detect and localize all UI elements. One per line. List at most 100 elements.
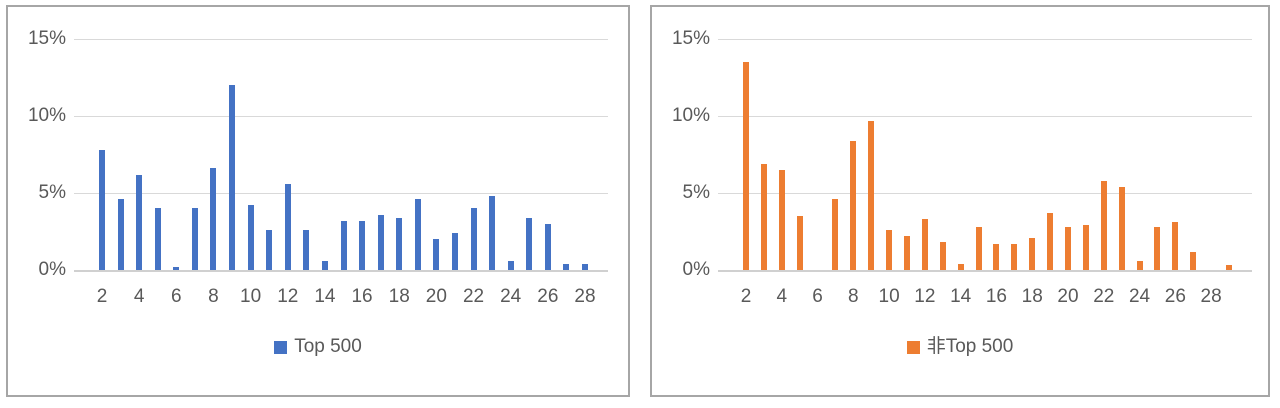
x-axis-tick-label: 4 [133, 286, 145, 307]
bar [1065, 226, 1071, 270]
x-axis-tick-label: 8 [848, 286, 859, 307]
gridline [74, 193, 608, 194]
bar [850, 140, 857, 270]
gridline [718, 39, 1252, 40]
legend-swatch-icon [274, 340, 288, 354]
gridline [718, 193, 1252, 194]
bar [154, 208, 161, 270]
bar [396, 217, 403, 270]
bar [321, 260, 328, 270]
x-axis-tick-label: 26 [537, 286, 559, 307]
gridline [718, 116, 1252, 117]
bar [303, 229, 310, 270]
x-axis-tick-label: 2 [96, 286, 108, 307]
x-axis-tick-label: 8 [208, 286, 219, 307]
legend: 非Top 500 [652, 336, 1268, 358]
chart-panel-top500: 0% 5% 10% 15% 2 4 6 8 10 12 14 16 18 20 22 24 26 28 Top 50… [6, 5, 630, 397]
gridline [74, 39, 608, 40]
bar [1011, 243, 1018, 270]
bar [760, 163, 767, 270]
legend-label: Top 500 [294, 336, 362, 357]
bar [247, 205, 254, 270]
y-axis-tick-label: 15% [671, 28, 710, 49]
bar [266, 229, 273, 270]
x-axis-tick-label: 16 [985, 286, 1008, 307]
bar [377, 214, 384, 270]
y-axis-tick-label: 5% [38, 182, 66, 203]
bar [939, 242, 946, 270]
x-axis-tick-label: 28 [574, 286, 596, 307]
x-axis-tick-label: 26 [1164, 286, 1186, 307]
chart-panel-fei-top500: 0% 5% 10% 15% 2 4 6 8 10 12 14 16 18 20 22 24 26 28 非Top 5… [650, 5, 1270, 397]
x-axis-tick-label: 2 [740, 286, 752, 307]
x-axis-tick-label: 14 [314, 286, 336, 307]
x-axis-tick-label: 20 [1057, 286, 1079, 307]
x-axis-line [718, 270, 1252, 272]
bar [1100, 180, 1107, 270]
bar [526, 217, 533, 270]
bar [1118, 186, 1125, 270]
bar [117, 199, 124, 270]
bar [1172, 222, 1179, 270]
y-axis-tick-label: 10% [27, 105, 66, 126]
legend-label: 非Top 500 [926, 336, 1014, 357]
x-axis-tick-label: 6 [171, 286, 182, 307]
x-axis-tick-label: 10 [878, 286, 900, 307]
bar [743, 62, 749, 270]
bar [1190, 251, 1197, 270]
x-axis-tick-label: 24 [500, 286, 522, 307]
bar [993, 243, 1000, 270]
bar [284, 183, 291, 270]
x-axis-tick-label: 22 [1093, 286, 1115, 307]
x-axis-tick-label: 12 [914, 286, 936, 307]
bar [433, 239, 440, 270]
bar [975, 226, 982, 270]
y-axis-tick-label: 10% [671, 105, 710, 126]
bar [1136, 260, 1143, 270]
bar [191, 208, 198, 270]
bar [796, 216, 803, 270]
gridline [74, 116, 608, 117]
bar [489, 196, 496, 270]
y-axis-tick-label: 5% [682, 182, 710, 203]
x-axis-line [74, 270, 608, 272]
x-axis-tick-label: 24 [1128, 286, 1151, 307]
bar [832, 199, 839, 270]
x-axis-tick-label: 18 [1021, 286, 1043, 307]
x-axis-tick-label: 4 [776, 286, 788, 307]
x-axis-tick-label: 20 [425, 286, 447, 307]
bar [1047, 213, 1054, 270]
x-axis-tick-label: 14 [950, 286, 972, 307]
legend-swatch-icon [906, 340, 920, 354]
bar [1226, 265, 1232, 270]
x-axis-tick-label: 6 [812, 286, 823, 307]
y-axis-tick-label: 0% [682, 259, 710, 280]
bar [582, 263, 588, 270]
bar [470, 208, 477, 270]
bar [957, 263, 964, 270]
bar [359, 220, 366, 270]
bar [173, 266, 180, 270]
bar [210, 168, 217, 270]
bar [868, 120, 875, 270]
x-axis-tick-label: 18 [388, 286, 410, 307]
bar [1029, 237, 1036, 270]
x-axis-tick-label: 28 [1200, 286, 1222, 307]
y-axis-tick-label: 0% [38, 259, 66, 280]
bar [414, 199, 421, 270]
x-axis-tick-label: 12 [277, 286, 299, 307]
x-axis-tick-label: 22 [462, 286, 485, 307]
bar [921, 219, 928, 270]
legend: Top 500 [8, 336, 628, 358]
bar [451, 233, 458, 270]
y-axis-tick-label: 15% [27, 28, 66, 49]
bar [1082, 225, 1089, 270]
bar [778, 169, 785, 270]
bar [886, 229, 893, 270]
bar [563, 263, 570, 270]
bar [904, 236, 910, 270]
bar [136, 174, 143, 270]
bar [1154, 226, 1161, 270]
bar [99, 149, 105, 270]
